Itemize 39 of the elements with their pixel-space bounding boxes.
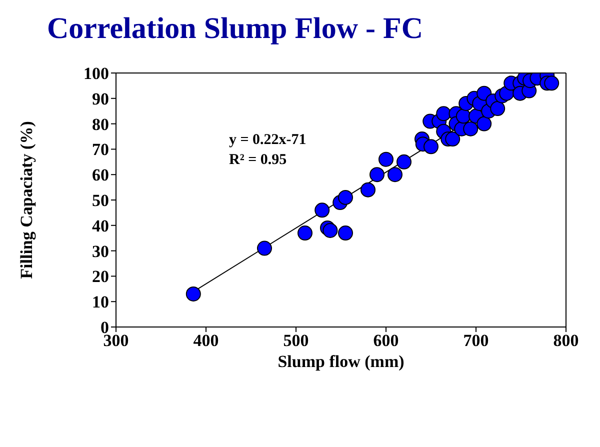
y-axis-title: Filling Capaciaty (%) (17, 121, 36, 279)
x-axis-title: Slump flow (mm) (278, 352, 404, 372)
y-tick-label: 40 (92, 216, 109, 236)
point (322, 222, 338, 238)
annotation: y = 0.22x-71 (229, 132, 306, 148)
point (186, 286, 201, 302)
x-tick-label: 500 (283, 331, 309, 350)
point (476, 116, 492, 132)
point (298, 226, 312, 241)
y-tick-label: 100 (84, 64, 109, 84)
point (424, 139, 438, 154)
point (257, 240, 272, 256)
point (445, 132, 460, 147)
x-tick-label: 800 (553, 331, 579, 350)
y-tick-label: 90 (92, 89, 109, 108)
y-tick-label: 50 (92, 191, 109, 210)
annotation: R² = 0.95 (229, 152, 287, 168)
x-tick-label: 700 (463, 331, 489, 350)
y-tick-label: 60 (92, 166, 109, 185)
y-tick-label: 80 (92, 114, 109, 134)
y-tick-label: 30 (92, 242, 109, 261)
x-tick-label: 400 (193, 331, 219, 350)
point (338, 190, 353, 205)
chart-title: Correlation Slump Flow - FC (46, 12, 424, 46)
y-tick-label: 70 (92, 140, 109, 160)
x-tick-label: 600 (373, 331, 399, 350)
point (396, 154, 412, 170)
point (370, 167, 384, 182)
y-tick-label: 10 (92, 292, 109, 312)
point (544, 76, 560, 91)
y-tick-label: 20 (92, 267, 109, 286)
point (388, 167, 402, 182)
point (378, 152, 394, 167)
point (436, 106, 452, 122)
point (463, 121, 478, 136)
point (338, 226, 353, 241)
point (490, 101, 506, 116)
point (360, 182, 376, 198)
point (314, 202, 330, 218)
